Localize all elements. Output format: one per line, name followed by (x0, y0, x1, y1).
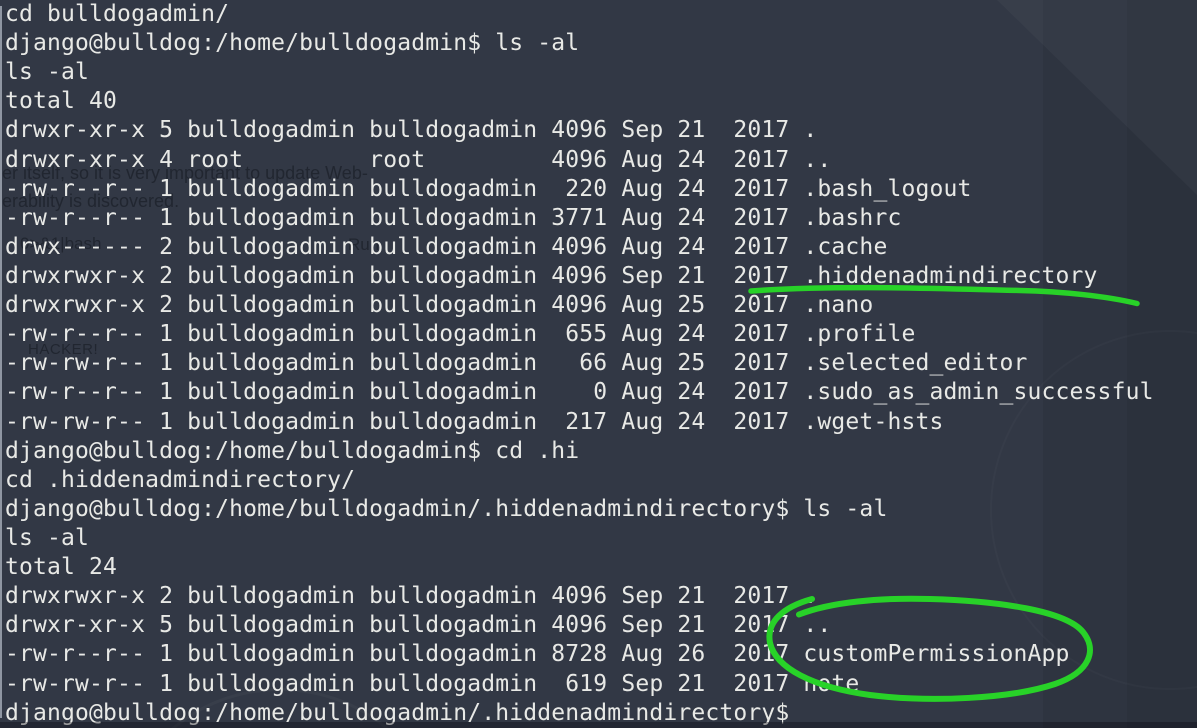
window-left-border (0, 6, 2, 718)
terminal-line: drwxr-xr-x 5 bulldogadmin bulldogadmin 4… (5, 117, 818, 144)
terminal-prompt-line: django@bulldog:/home/bulldogadmin$ cd .h… (5, 437, 580, 464)
terminal-line: cd .hiddenadmindirectory/ (5, 466, 356, 493)
terminal-prompt-line: django@bulldog:/home/bulldogadmin/.hidde… (5, 495, 888, 522)
terminal-prompt-line: django@bulldog:/home/bulldogadmin/.hidde… (5, 699, 790, 726)
window-bottom-edge (0, 722, 1197, 728)
terminal-line: drwxrwxr-x 2 bulldogadmin bulldogadmin 4… (5, 292, 874, 319)
terminal-line: drwx------ 2 bulldogadmin bulldogadmin 4… (5, 233, 888, 260)
terminal-line: -rw-r--r-- 1 bulldogadmin bulldogadmin 0… (5, 379, 1154, 406)
terminal-line: -rw-rw-r-- 1 bulldogadmin bulldogadmin 6… (5, 670, 860, 697)
terminal-line: drwxrwxr-x 2 bulldogadmin bulldogadmin 4… (5, 262, 1098, 289)
terminal-line: drwxr-xr-x 4 root root 4096 Aug 24 2017 … (5, 146, 832, 173)
terminal-line: total 24 (5, 554, 118, 581)
terminal-line: -rw-r--r-- 1 bulldogadmin bulldogadmin 6… (5, 321, 916, 348)
terminal-line: ls -al (5, 59, 90, 86)
terminal-line: drwxr-xr-x 5 bulldogadmin bulldogadmin 4… (5, 612, 832, 639)
terminal-line: -rw-rw-r-- 1 bulldogadmin bulldogadmin 2… (5, 408, 944, 435)
terminal-line: -rw-r--r-- 1 bulldogadmin bulldogadmin 2… (5, 175, 972, 202)
terminal-prompt-line: django@bulldog:/home/bulldogadmin$ ls -a… (5, 30, 580, 57)
terminal-line: total 40 (5, 88, 118, 115)
terminal-line: ls -al (5, 524, 90, 551)
terminal-line: drwxrwxr-x 2 bulldogadmin bulldogadmin 4… (5, 583, 818, 610)
wallpaper-band (1127, 0, 1197, 728)
terminal-line: -rw-rw-r-- 1 bulldogadmin bulldogadmin 6… (5, 350, 1028, 377)
terminal-line: -rw-r--r-- 1 bulldogadmin bulldogadmin 3… (5, 204, 902, 231)
terminal-line: cd bulldogadmin/ (5, 1, 230, 27)
terminal-line: -rw-r--r-- 1 bulldogadmin bulldogadmin 8… (5, 641, 1070, 668)
